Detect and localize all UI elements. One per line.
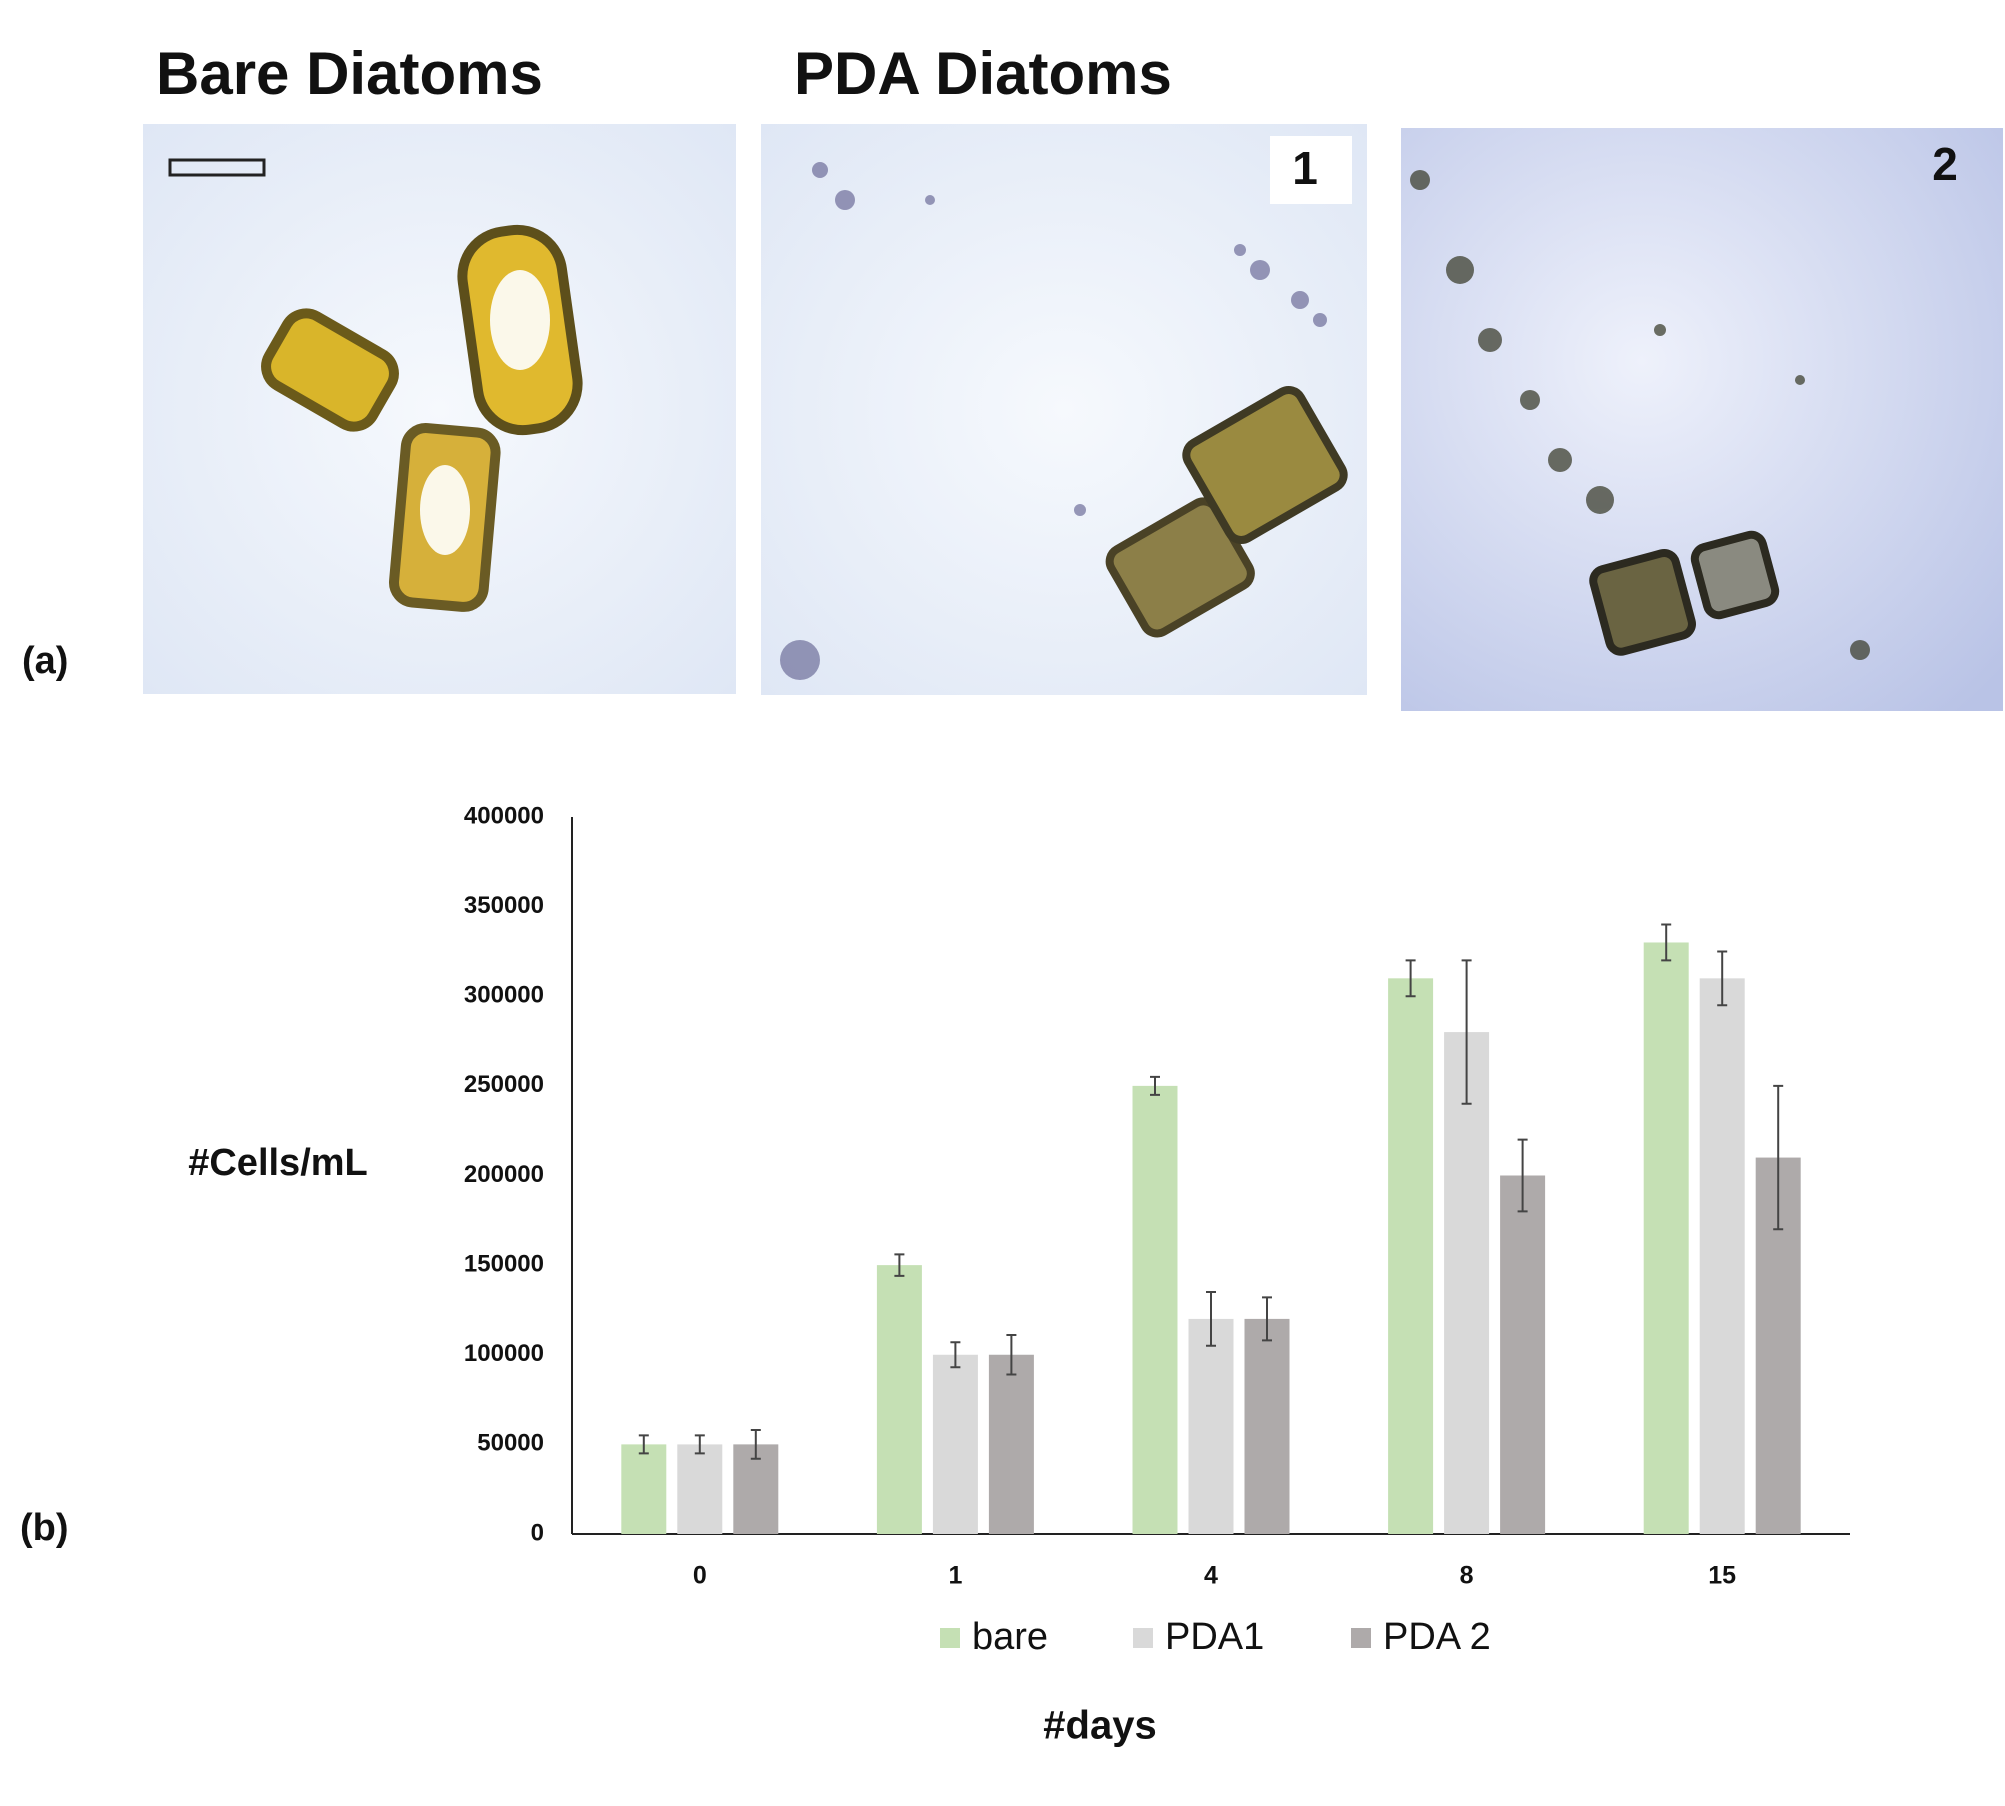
- bar: [1643, 942, 1689, 1534]
- y-tick-label: 400000: [464, 802, 544, 829]
- error-bar: [1262, 1296, 1272, 1342]
- bar: [1188, 1318, 1234, 1534]
- bar: [876, 1265, 922, 1534]
- y-tick-label: 100000: [464, 1340, 544, 1367]
- bar: [932, 1354, 978, 1534]
- legend-label: PDA 2: [1383, 1616, 1491, 1658]
- y-tick-label: 200000: [464, 1161, 544, 1188]
- x-tick-label: 8: [1460, 1562, 1474, 1590]
- bar: [1500, 1175, 1546, 1534]
- y-tick-label: 0: [531, 1519, 544, 1546]
- legend-swatch: [1351, 1628, 1371, 1648]
- y-tick-label: 300000: [464, 982, 544, 1009]
- error-bar: [1150, 1075, 1160, 1096]
- error-bar: [1206, 1291, 1216, 1347]
- y-tick-label: 250000: [464, 1071, 544, 1098]
- error-bar: [1773, 1084, 1784, 1231]
- y-axis-label: #Cells/mL: [188, 1142, 368, 1184]
- error-bar: [750, 1429, 761, 1460]
- chart: 0 50000 100000 150000 200000 250000 300000 3500…: [464, 802, 1850, 1658]
- error-bar: [1517, 1138, 1528, 1213]
- bar: [1699, 978, 1745, 1534]
- y-tick-label: 350000: [464, 892, 544, 919]
- error-bar: [694, 1434, 705, 1455]
- micrograph: [761, 124, 1367, 695]
- bar: [1444, 1032, 1490, 1534]
- bar: [1244, 1318, 1290, 1534]
- panel-label: (b): [20, 1507, 69, 1549]
- error-bar: [894, 1253, 905, 1277]
- micrograph: [143, 124, 736, 694]
- error-bar: [1405, 959, 1416, 998]
- bar: [1388, 978, 1434, 1534]
- error-bar: [1006, 1334, 1017, 1376]
- x-tick-label: 1: [948, 1562, 962, 1590]
- image-label: 1: [1292, 142, 1318, 194]
- bar: [621, 1444, 667, 1534]
- x-tick-label: 4: [1204, 1562, 1218, 1590]
- legend-label: bare: [972, 1616, 1048, 1658]
- y-tick-label: 150000: [464, 1250, 544, 1277]
- x-axis-label: #days: [1043, 1704, 1156, 1748]
- legend-swatch: [940, 1628, 960, 1648]
- y-tick-label: 50000: [477, 1430, 544, 1457]
- panel-title: Bare Diatoms: [156, 40, 543, 107]
- x-tick-label: 15: [1708, 1562, 1736, 1590]
- legend-swatch: [1133, 1628, 1153, 1648]
- error-bar: [1661, 923, 1672, 962]
- bar: [988, 1354, 1034, 1534]
- panel-title: PDA Diatoms: [794, 40, 1172, 107]
- error-bar: [638, 1434, 649, 1455]
- error-bar: [950, 1341, 961, 1369]
- x-tick-label: 0: [693, 1562, 707, 1590]
- panel-label: (a): [22, 640, 68, 682]
- bar: [677, 1444, 723, 1534]
- error-bar: [1461, 959, 1472, 1105]
- micrograph: [1401, 128, 2003, 711]
- legend-label: PDA1: [1165, 1616, 1264, 1658]
- bar: [1132, 1085, 1178, 1534]
- image-label: 2: [1932, 138, 1958, 190]
- error-bar: [1717, 950, 1728, 1007]
